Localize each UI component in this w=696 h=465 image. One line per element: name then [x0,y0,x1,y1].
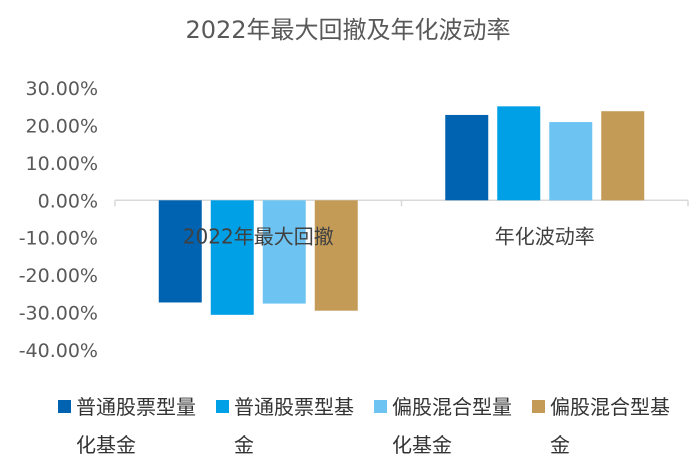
chart-title: 2022年最大回撤及年化波动率 [185,16,510,44]
bar [445,114,489,201]
y-tick-label: -40.00% [19,340,98,362]
legend-label: 偏股混合型量化基金 [392,395,512,457]
legend-swatch [374,400,387,413]
y-tick-label: -30.00% [19,303,98,325]
legend-swatch [216,400,229,413]
y-tick-label: -10.00% [19,228,98,250]
legend: 普通股票型量化基金 普通股票型基金 偏股混合型量化基金 偏股混合型基金 [58,388,688,460]
x-category-label: 年化波动率 [495,224,595,248]
y-tick-label: 30.00% [26,78,98,100]
bar [262,200,306,304]
y-tick-label: 0.00% [38,190,98,212]
legend-label: 普通股票型基金 [234,395,354,457]
bar [314,200,358,311]
y-tick-label: -20.00% [19,265,98,287]
bar [601,111,645,201]
bar [549,122,593,201]
legend-swatch [532,400,545,413]
y-tick-label: 10.00% [26,153,98,175]
x-category-label: 2022年最大回撤 [183,224,334,248]
legend-swatch [58,400,71,413]
legend-label: 偏股混合型基金 [550,395,670,457]
y-tick-label: 20.00% [26,115,98,137]
bar [497,106,541,201]
legend-label: 普通股票型量化基金 [76,395,196,457]
bar [210,200,254,315]
bar [158,200,202,303]
